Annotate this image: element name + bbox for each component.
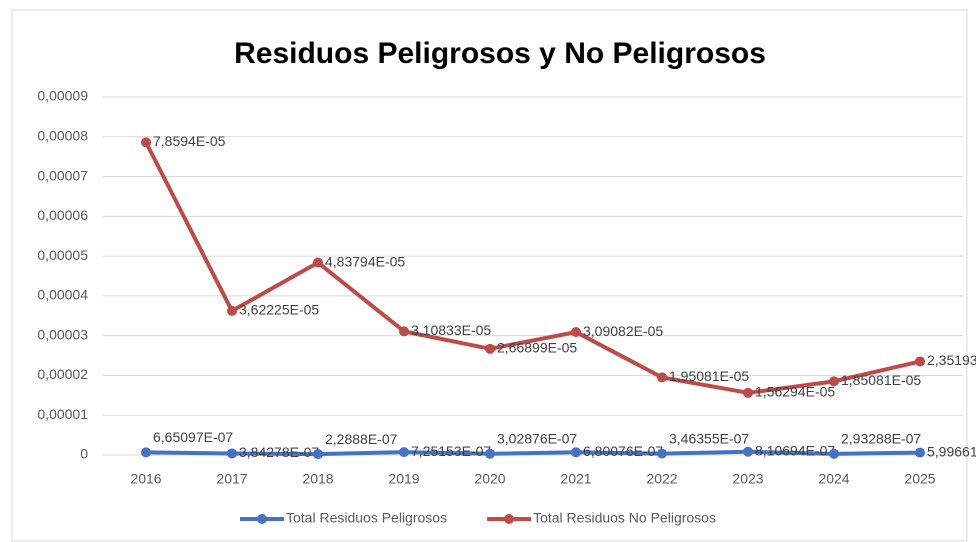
x-tick-label: 2016	[130, 471, 161, 487]
point	[313, 257, 323, 268]
chart-title: Residuos Peligrosos y No Peligrosos	[234, 37, 766, 70]
data-label: 3,62225E-05	[239, 302, 319, 318]
data-label: 6,80076E-07	[583, 443, 663, 459]
y-tick-label: 0,00001	[37, 406, 88, 422]
data-label: 2,93288E-07	[841, 431, 921, 447]
y-tick-label: 0,00006	[37, 207, 88, 223]
data-label: 3,46355E-07	[669, 430, 749, 446]
point	[141, 447, 151, 458]
point	[915, 447, 925, 458]
point	[399, 326, 409, 337]
point	[829, 376, 839, 387]
data-label: 1,56294E-05	[755, 384, 835, 400]
series-line	[144, 141, 921, 395]
y-tick-label: 0,00004	[37, 287, 88, 303]
point	[657, 372, 667, 383]
point	[485, 448, 495, 459]
point	[915, 356, 925, 367]
legend-label: Total Residuos No Peligrosos	[533, 510, 716, 526]
legend-marker	[504, 514, 515, 524]
data-label: 2,35193E-05	[927, 352, 976, 368]
series-line	[145, 449, 921, 457]
data-label: 3,02876E-07	[497, 430, 577, 446]
y-tick-label: 0,00002	[37, 366, 88, 382]
point	[743, 446, 753, 457]
x-tick-label: 2020	[474, 471, 505, 487]
legend-label: Total Residuos Peligrosos	[286, 510, 447, 526]
point	[571, 327, 581, 338]
y-tick-label: 0	[80, 446, 88, 462]
data-label: 5,99661E-07	[927, 443, 976, 459]
x-tick-label: 2024	[818, 471, 849, 487]
data-label: 8,10694E-07	[755, 442, 835, 458]
y-tick-label: 0,00009	[37, 88, 88, 104]
x-tick-label: 2019	[388, 471, 419, 487]
data-label: 2,2888E-07	[325, 431, 398, 447]
point	[485, 343, 495, 354]
x-tick-label: 2025	[904, 471, 935, 487]
y-tick-label: 0,00007	[37, 167, 88, 183]
x-tick-label: 2022	[646, 471, 677, 487]
point	[141, 137, 151, 148]
point	[313, 449, 323, 460]
point	[657, 448, 667, 459]
data-label: 3,84278E-07	[239, 444, 319, 460]
data-label: 7,25153E-07	[411, 443, 491, 459]
point	[227, 448, 237, 459]
point	[227, 305, 237, 316]
data-label: 3,10833E-05	[411, 322, 491, 338]
data-label: 7,8594E-05	[153, 133, 226, 149]
x-tick-label: 2018	[302, 471, 333, 487]
y-tick-label: 0,00003	[37, 326, 88, 342]
data-label: 2,66899E-05	[497, 340, 577, 356]
point	[399, 447, 409, 458]
chart-frame	[11, 9, 968, 542]
y-tick-label: 0,00008	[37, 127, 88, 143]
data-label: 4,83794E-05	[325, 253, 405, 269]
data-label: 1,95081E-05	[669, 368, 749, 384]
data-label: 3,09082E-05	[583, 323, 663, 339]
x-tick-label: 2017	[216, 471, 247, 487]
x-tick-label: 2023	[732, 471, 763, 487]
point	[743, 387, 753, 398]
point	[829, 448, 839, 459]
data-label: 1,85081E-05	[841, 372, 921, 388]
point	[571, 447, 581, 458]
legend-marker	[257, 514, 267, 524]
x-tick-label: 2021	[560, 471, 591, 487]
y-tick-label: 0,00005	[37, 247, 88, 263]
data-label: 6,65097E-07	[153, 429, 233, 445]
